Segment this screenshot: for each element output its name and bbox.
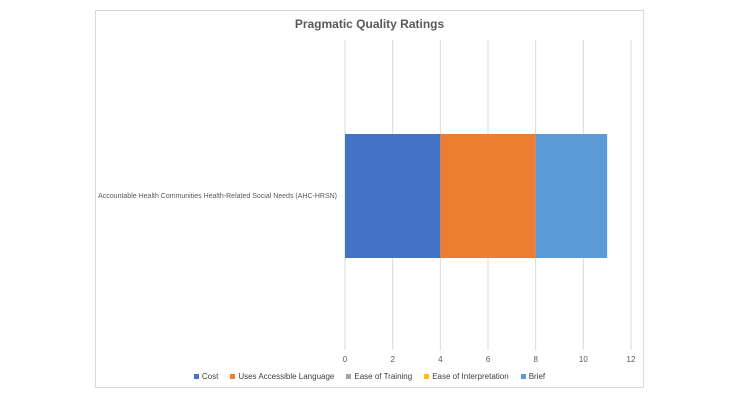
legend-item: Uses Accessible Language — [230, 372, 334, 381]
bar-segment-brief — [535, 134, 608, 258]
legend-label: Uses Accessible Language — [238, 372, 335, 381]
legend-label: Ease of Interpretation — [432, 372, 509, 381]
chart-title: Pragmatic Quality Ratings — [294, 17, 445, 31]
category-label: Accountable Health Communities Health-Re… — [98, 193, 337, 200]
legend-swatch — [193, 374, 199, 379]
legend-swatch — [346, 374, 352, 379]
x-tick-label: 0 — [343, 355, 348, 364]
bar-segment-uses-accessible-language — [440, 134, 536, 258]
legend-swatch — [230, 374, 236, 379]
x-tick-label: 12 — [627, 355, 636, 364]
legend-item: Ease of Interpretation — [424, 372, 509, 381]
legend-label: Cost — [201, 372, 219, 381]
x-tick-label: 8 — [533, 355, 538, 364]
legend: Cost Uses Accessible Language Ease of Trai… — [95, 372, 644, 381]
legend-swatch — [424, 374, 430, 379]
legend-label: Ease of Training — [354, 372, 413, 381]
bar-segment-cost — [345, 134, 441, 258]
legend-item: Ease of Training — [346, 372, 412, 381]
legend-item: Brief — [520, 372, 546, 381]
legend-item: Cost — [193, 372, 219, 381]
legend-swatch — [520, 374, 526, 379]
x-tick-label: 4 — [438, 355, 443, 364]
legend-label: Brief — [528, 372, 546, 381]
x-tick-label: 6 — [486, 355, 491, 364]
x-tick-label: 2 — [390, 355, 395, 364]
x-tick-label: 10 — [579, 355, 588, 364]
